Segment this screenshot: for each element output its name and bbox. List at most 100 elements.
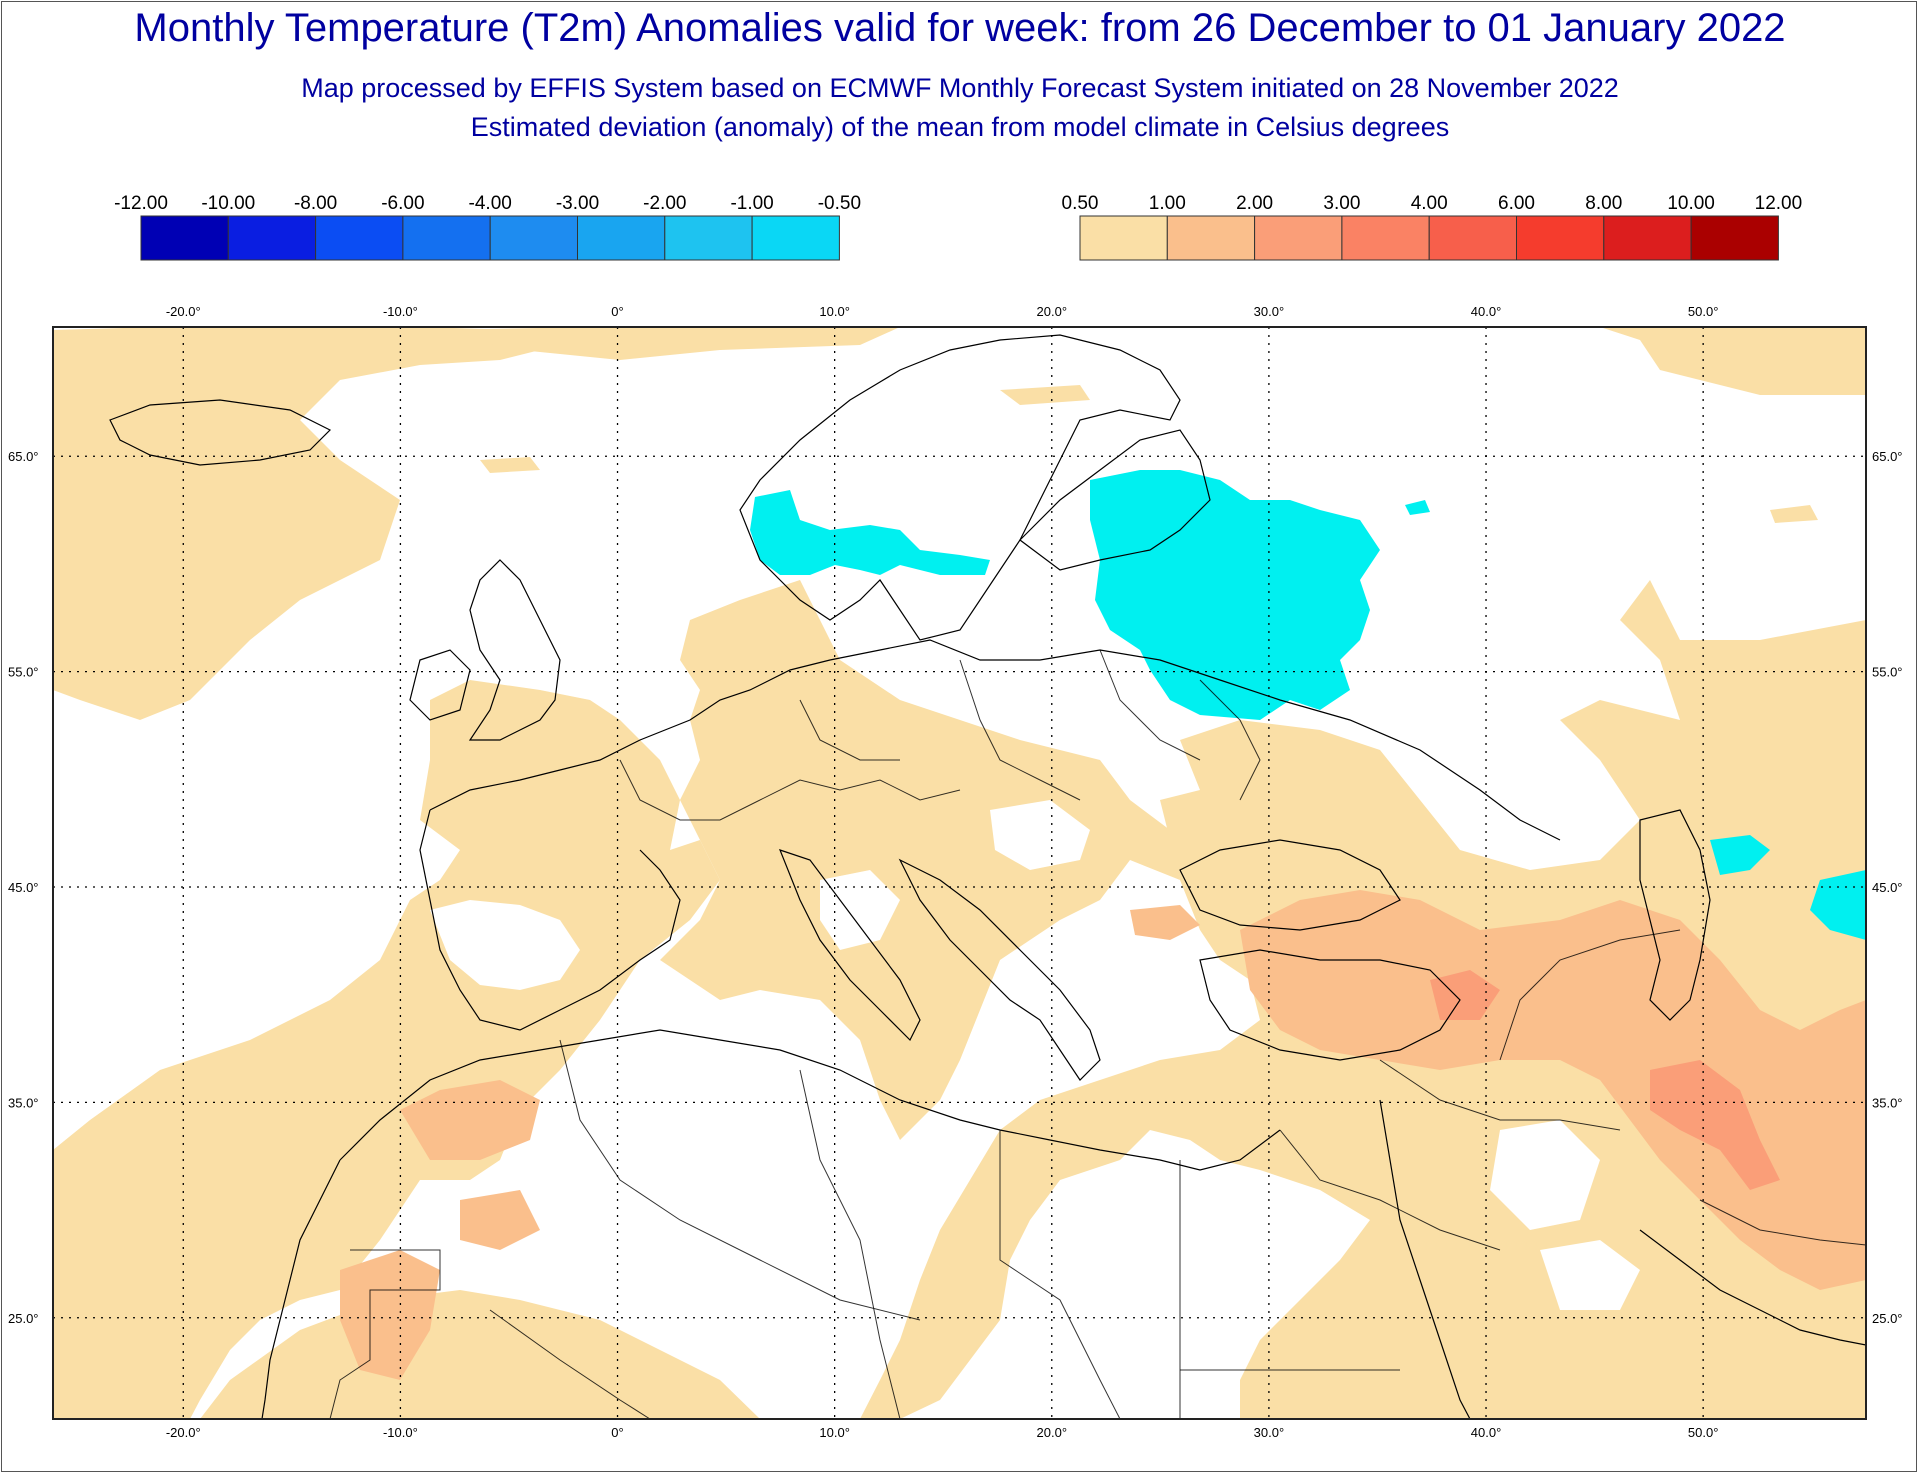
- legend-warm-swatch: [1516, 215, 1605, 261]
- legend-cold-tick-label: -10.00: [201, 193, 255, 214]
- legend-warm-tick-label: 1.00: [1149, 193, 1186, 214]
- anomaly-neutral-areas: [430, 720, 1640, 1370]
- legend-cold-swatch: [664, 215, 753, 261]
- legend-warm-tick-label: 10.00: [1667, 193, 1715, 214]
- latitude-label: 55.0°: [1872, 665, 1903, 680]
- legend-cold-swatch: [227, 215, 317, 261]
- anomaly-negative-field: [750, 470, 1866, 940]
- legend-cold-tick-label: -1.00: [730, 193, 773, 214]
- anomaly-sahara-warm: [340, 1250, 440, 1380]
- longitude-label: 10.0°: [819, 1425, 850, 1440]
- coast-ireland: [409, 649, 471, 721]
- anomaly-mediterranean-africa: [53, 680, 720, 1419]
- legend-warm-tick-label: 12.00: [1755, 193, 1803, 214]
- latitude-label: 35.0°: [8, 1095, 39, 1110]
- map-area: [53, 327, 1866, 1419]
- legend-warm-tick-label: 2.00: [1236, 193, 1273, 214]
- legend-cold: -12.00 -10.00 -8.00 -6.00 -4.00 -3.00 -2.00 -1.…: [114, 193, 861, 261]
- longitude-label: 30.0°: [1254, 304, 1285, 319]
- anomaly-caspian-east: [1810, 870, 1866, 940]
- legend-warm-swatch: [1603, 215, 1692, 261]
- legend-cold-tick-label: -8.00: [294, 193, 337, 214]
- anomaly-morocco-warm: [400, 1080, 540, 1160]
- anomaly-norway-sea: [420, 327, 900, 360]
- neutral-libya-egypt: [1130, 1170, 1260, 1270]
- legend-cold-tick-label: -2.00: [643, 193, 686, 214]
- longitude-label: 50.0°: [1688, 304, 1719, 319]
- anomaly-central-europe: [660, 580, 1180, 1140]
- latitude-label: 65.0°: [8, 449, 39, 464]
- neutral-iberia: [430, 900, 580, 990]
- latitude-labels-right: 65.0° 55.0° 45.0° 35.0° 25.0°: [1872, 449, 1903, 1326]
- coast-north-africa: [339, 1029, 1281, 1171]
- anomaly-iran-core: [1650, 1060, 1780, 1190]
- legend-warm-swatch: [1690, 215, 1779, 261]
- latitude-label: 25.0°: [1872, 1311, 1903, 1326]
- longitude-label: 50.0°: [1688, 1425, 1719, 1440]
- legend-cold-tick-label: -4.00: [469, 193, 512, 214]
- anomaly-western-sahara-warm: [460, 1190, 540, 1250]
- legend-cold-tick-label: -6.00: [381, 193, 424, 214]
- coast-gulf: [1639, 1229, 1866, 1346]
- legend-cold-swatch: [140, 215, 229, 261]
- anomaly-kazakhstan: [1710, 835, 1770, 875]
- latitude-label: 45.0°: [8, 880, 39, 895]
- legend-warm-tick-label: 4.00: [1411, 193, 1448, 214]
- neutral-algeria-sahara: [640, 1090, 920, 1370]
- anomaly-2-3-field: [1430, 970, 1780, 1190]
- coastlines: [109, 334, 1866, 1419]
- borders: [329, 649, 1866, 1419]
- latitude-label: 55.0°: [8, 665, 39, 680]
- anomaly-east-spot: [1770, 505, 1818, 523]
- legend-warm-tick-label: 0.50: [1062, 193, 1099, 214]
- longitude-label: 0°: [611, 1425, 623, 1440]
- coast-britain: [468, 559, 561, 741]
- coast-iceland: [109, 399, 332, 466]
- longitude-label: -10.0°: [383, 304, 418, 319]
- map-subtitle-units: Estimated deviation (anomaly) of the mea…: [470, 112, 1450, 142]
- anomaly-north-spot2: [480, 457, 540, 473]
- legend-warm-tick-label: 8.00: [1585, 193, 1622, 214]
- map-subtitle-process: Map processed by EFFIS System based on E…: [301, 73, 1619, 103]
- legend-warm: 0.50 1.00 2.00 3.00 4.00 6.00 8.00 10.00 12.00: [1062, 193, 1803, 261]
- legend-cold-tick-label: -3.00: [556, 193, 599, 214]
- anomaly-turkey-core: [1430, 970, 1500, 1020]
- longitude-label: 40.0°: [1471, 304, 1502, 319]
- legend-cold-swatch: [577, 215, 666, 261]
- legend-cold-tick-label: -0.50: [818, 193, 861, 214]
- legend-cold-tick-label: -12.00: [114, 193, 168, 214]
- neutral-italy-adriatic: [820, 870, 900, 950]
- longitude-label: 40.0°: [1471, 1425, 1502, 1440]
- coast-scandinavia: [739, 334, 1181, 641]
- longitude-label: 30.0°: [1254, 1425, 1285, 1440]
- neutral-russia-south: [1420, 720, 1500, 770]
- coast-levant-redsea: [1379, 1099, 1471, 1419]
- anomaly-turkey-caucasus: [1240, 890, 1866, 1290]
- coast-finland: [1019, 429, 1211, 571]
- legend-cold-swatch: [489, 215, 579, 261]
- longitude-label: 0°: [611, 304, 623, 319]
- longitude-label: 20.0°: [1037, 1425, 1068, 1440]
- latitude-label: 35.0°: [1872, 1095, 1903, 1110]
- legend-cold-swatch: [751, 215, 840, 261]
- coast-balkans-greece: [898, 858, 1101, 1081]
- longitude-labels-top: -20.0° -10.0° 0° 10.0° 20.0° 30.0° 40.0° 50.0°: [166, 304, 1719, 319]
- longitude-label: 20.0°: [1037, 304, 1068, 319]
- longitude-label: -20.0°: [166, 304, 201, 319]
- legend-warm-swatch: [1341, 215, 1430, 261]
- legend-warm-swatch: [1254, 215, 1343, 261]
- neutral-gulf: [1540, 1240, 1640, 1310]
- legend-cold-swatch: [315, 215, 404, 261]
- anomaly-small: [1405, 500, 1430, 515]
- anomaly-barents: [1600, 327, 1866, 395]
- neutral-arabia: [1490, 1120, 1600, 1230]
- legend-warm-tick-label: 6.00: [1498, 193, 1535, 214]
- map-title: Monthly Temperature (T2m) Anomalies vali…: [134, 6, 1786, 50]
- coast-europe-mainland: [429, 639, 1561, 841]
- longitude-label: -20.0°: [166, 1425, 201, 1440]
- anomaly-baltic-russia: [1090, 470, 1380, 720]
- longitude-labels-bottom: -20.0° -10.0° 0° 10.0° 20.0° 30.0° 40.0° 50.0°: [166, 1425, 1719, 1440]
- anomaly-norway: [750, 490, 990, 575]
- coast-iberia: [419, 809, 681, 1031]
